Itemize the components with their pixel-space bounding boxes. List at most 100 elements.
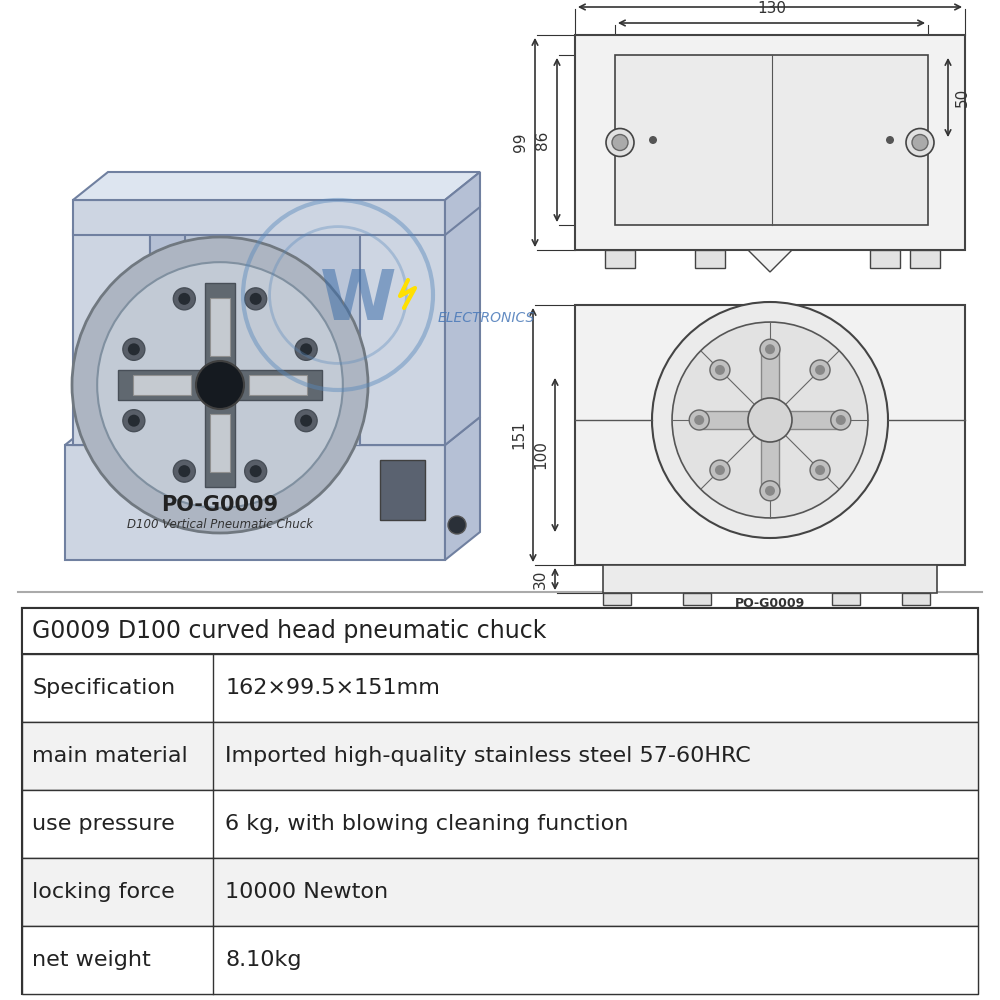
Circle shape (97, 262, 343, 508)
Polygon shape (210, 298, 230, 356)
Circle shape (715, 365, 725, 375)
Text: 151: 151 (511, 421, 526, 449)
Bar (870, 250, 900, 268)
Bar (761, 349, 779, 407)
Bar (22, 926, 978, 994)
Text: 99: 99 (513, 133, 528, 152)
Circle shape (815, 465, 825, 475)
Polygon shape (150, 230, 360, 445)
Bar (22, 790, 978, 858)
Circle shape (810, 460, 830, 480)
Bar (683, 593, 711, 605)
Circle shape (250, 293, 262, 305)
Bar (615, 55, 928, 225)
Bar (695, 250, 725, 268)
Circle shape (128, 343, 140, 355)
Text: 10000 Newton: 10000 Newton (225, 882, 388, 902)
Bar (783, 411, 841, 429)
Polygon shape (445, 172, 480, 235)
Polygon shape (205, 283, 235, 371)
Circle shape (689, 410, 709, 430)
Text: 130: 130 (757, 1, 786, 16)
Circle shape (245, 288, 267, 310)
Circle shape (295, 410, 317, 432)
Polygon shape (249, 375, 307, 395)
Text: 8.10kg: 8.10kg (225, 950, 302, 970)
Polygon shape (73, 172, 480, 200)
Circle shape (765, 486, 775, 496)
Circle shape (178, 465, 190, 477)
Polygon shape (73, 200, 445, 235)
Text: use pressure: use pressure (32, 814, 175, 834)
Circle shape (836, 415, 846, 425)
Polygon shape (73, 230, 150, 445)
Bar (22, 722, 978, 790)
Circle shape (178, 293, 190, 305)
Text: Specification: Specification (32, 678, 175, 698)
Polygon shape (150, 202, 185, 445)
Circle shape (672, 322, 868, 518)
Polygon shape (65, 417, 480, 445)
Circle shape (760, 481, 780, 501)
Circle shape (886, 136, 894, 144)
Bar (22, 608, 978, 994)
Polygon shape (73, 202, 185, 230)
Bar (22, 608, 978, 654)
Circle shape (815, 365, 825, 375)
Circle shape (300, 343, 312, 355)
Bar (603, 565, 937, 593)
Circle shape (831, 410, 851, 430)
Text: Imported high-quality stainless steel 57-60HRC: Imported high-quality stainless steel 57… (225, 746, 751, 766)
Circle shape (748, 398, 792, 442)
Polygon shape (445, 202, 480, 445)
Polygon shape (118, 370, 206, 400)
Bar (575, 305, 965, 565)
Circle shape (810, 360, 830, 380)
Text: 86: 86 (535, 130, 550, 150)
Text: 50: 50 (955, 88, 970, 107)
Polygon shape (205, 399, 235, 487)
Text: PO-G0009: PO-G0009 (161, 495, 279, 515)
Circle shape (710, 460, 730, 480)
Polygon shape (445, 417, 480, 560)
Circle shape (912, 134, 928, 150)
Circle shape (606, 128, 634, 156)
Circle shape (250, 465, 262, 477)
Bar (22, 858, 978, 926)
Circle shape (448, 516, 466, 534)
Text: 6 kg, with blowing cleaning function: 6 kg, with blowing cleaning function (225, 814, 629, 834)
Circle shape (694, 415, 704, 425)
Circle shape (652, 302, 888, 538)
Polygon shape (360, 230, 445, 445)
Polygon shape (133, 375, 191, 395)
Text: W: W (320, 266, 396, 334)
Bar (832, 593, 860, 605)
Circle shape (649, 136, 657, 144)
Circle shape (173, 460, 195, 482)
Bar (910, 250, 940, 268)
Polygon shape (234, 370, 322, 400)
Text: 162×99.5×151mm: 162×99.5×151mm (225, 678, 440, 698)
Text: G0009 D100 curved head pneumatic chuck: G0009 D100 curved head pneumatic chuck (32, 619, 546, 643)
Polygon shape (65, 445, 445, 560)
Bar (761, 433, 779, 491)
Text: PO-G0009: PO-G0009 (735, 597, 805, 610)
Circle shape (123, 338, 145, 360)
Bar (603, 593, 631, 605)
Circle shape (300, 415, 312, 427)
Circle shape (760, 339, 780, 359)
Bar (380, 460, 425, 520)
Polygon shape (748, 250, 792, 272)
Bar (699, 411, 757, 429)
Text: 100: 100 (533, 441, 548, 469)
Circle shape (245, 460, 267, 482)
Text: ELECTRONICS: ELECTRONICS (438, 311, 535, 325)
Circle shape (612, 134, 628, 150)
Text: D100 Vertical Pneumatic Chuck: D100 Vertical Pneumatic Chuck (704, 609, 836, 618)
Text: net weight: net weight (32, 950, 151, 970)
Bar (902, 593, 930, 605)
Circle shape (72, 237, 368, 533)
Text: 30: 30 (533, 569, 548, 589)
Circle shape (710, 360, 730, 380)
Text: locking force: locking force (32, 882, 175, 902)
